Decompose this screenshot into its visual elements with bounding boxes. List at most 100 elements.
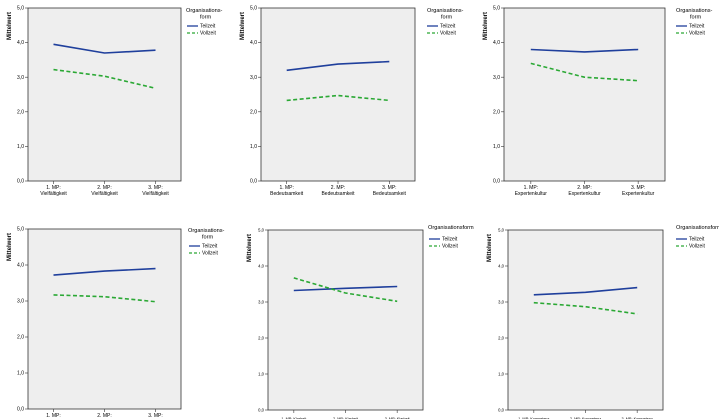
series-line-teilzeit — [53, 267, 156, 276]
x-tick-label: 3. MP:Soziale Einbindung — [134, 413, 177, 419]
y-tick-label: 1,0 — [17, 371, 24, 377]
y-tick-label: 2,0 — [250, 109, 257, 115]
y-axis-label: Mittelwert — [483, 12, 489, 40]
chart-5: 0,0 1,0 2,0 3,0 4,0 5,0 Mittelwert 1. MP: Klarh… — [247, 225, 474, 419]
y-tick-label: 2,0 — [493, 109, 500, 115]
legend-title: Organisations-form — [676, 8, 713, 21]
series-line-teilzeit — [286, 60, 390, 72]
legend-entry-teilzeit: Teilzeit — [202, 244, 218, 250]
legend-title: Organisations-form — [427, 8, 464, 21]
y-tick-label: 0,0 — [498, 408, 504, 413]
y-tick-label: 5,0 — [17, 6, 24, 12]
x-tick-label: 3. MP: Vielfältigkeit — [142, 185, 169, 197]
legend-title: Organisationsform — [676, 225, 719, 231]
legend-entry-vollzeit: Vollzeit — [202, 251, 218, 257]
y-tick-label: 1,0 — [498, 372, 504, 377]
plot-area — [27, 7, 182, 182]
x-tick-label: 2. MP: Bedeutsamkeit — [321, 185, 355, 197]
y-tick-label: 2,0 — [258, 336, 264, 341]
y-axis-label: Mittelwert — [7, 233, 13, 261]
y-axis-label: Mittelwert — [240, 12, 246, 40]
y-tick-label: 2,0 — [498, 336, 504, 341]
series-line-teilzeit — [533, 286, 638, 296]
plot-area — [507, 229, 664, 411]
x-tick-label: 2. MP: Klarheit — [333, 417, 359, 419]
x-tick-label: 2. MP: Kompetenz — [570, 417, 601, 419]
y-tick-label: 1,0 — [493, 144, 500, 150]
plot-area — [267, 229, 424, 411]
y-tick-label: 5,0 — [493, 6, 500, 12]
series-line-vollzeit — [53, 68, 156, 90]
x-tick-label: 3. MP: Klarheit — [385, 417, 411, 419]
legend-entry-vollzeit: Vollzeit — [689, 244, 705, 250]
x-tick-label: 2. MP: Vielfältigkeit — [91, 185, 118, 197]
y-tick-label: 4,0 — [250, 40, 257, 46]
legend-entry-vollzeit: Vollzeit — [200, 31, 216, 37]
y-axis-label: Mittelwert — [247, 234, 253, 262]
legend-entry-teilzeit: Teilzeit — [440, 24, 456, 30]
x-tick-label: 3. MP: Bedeutsamkeit — [373, 185, 407, 197]
y-tick-label: 3,0 — [250, 75, 257, 81]
y-tick-label: 0,0 — [493, 179, 500, 185]
legend-title: Organisations-form — [188, 228, 225, 241]
legend-entry-teilzeit: Teilzeit — [689, 237, 705, 243]
y-tick-label: 2,0 — [17, 335, 24, 341]
plot-area — [27, 228, 182, 410]
plot-area — [260, 7, 416, 182]
y-tick-label: 4,0 — [17, 263, 24, 269]
x-tick-label: 3. MP: Expertenkultur — [622, 185, 655, 197]
x-tick-label: 1. MP: Kompetenz — [518, 417, 549, 419]
legend-title: Organisations-form — [186, 8, 223, 21]
y-tick-label: 4,0 — [258, 264, 264, 269]
y-tick-label: 4,0 — [17, 40, 24, 46]
chart-1: 0,0 1,0 2,0 3,0 4,0 5,0 Mittelwert 1. MP: Vielfä… — [7, 6, 223, 197]
y-tick-label: 0,0 — [250, 179, 257, 185]
chart-3: 0,0 1,0 2,0 3,0 4,0 5,0 Mittelwert 1. MP: Expert… — [483, 6, 713, 197]
y-tick-label: 2,0 — [17, 109, 24, 115]
y-tick-label: 1,0 — [250, 144, 257, 150]
y-tick-label: 5,0 — [250, 6, 257, 12]
y-axis-label: Mittelwert — [487, 234, 493, 262]
chart-6: 0,0 1,0 2,0 3,0 4,0 5,0 Mittelwert 1. MP: Kompe… — [487, 225, 719, 419]
y-tick-label: 3,0 — [17, 299, 24, 305]
chart-2: 0,0 1,0 2,0 3,0 4,0 5,0 Mittelwert 1. MP: Bedeut… — [240, 6, 464, 197]
series-line-vollzeit — [530, 62, 639, 82]
x-tick-label: 1. MP: Bedeutsamkeit — [270, 185, 304, 197]
legend-entry-vollzeit: Vollzeit — [442, 244, 458, 250]
y-tick-label: 4,0 — [498, 264, 504, 269]
y-tick-label: 5,0 — [498, 228, 504, 233]
x-tick-label: 3. MP: Kompetenz — [622, 417, 653, 419]
series-line-vollzeit — [533, 301, 638, 315]
series-line-vollzeit — [53, 294, 156, 303]
series-line-vollzeit — [286, 94, 390, 102]
x-tick-label: 1. MP: Vielfältigkeit — [40, 185, 67, 197]
y-axis-label: Mittelwert — [7, 12, 13, 40]
y-tick-label: 3,0 — [493, 75, 500, 81]
y-tick-label: 3,0 — [498, 300, 504, 305]
series-line-teilzeit — [293, 285, 398, 292]
plot-area — [503, 7, 666, 182]
x-tick-label: 2. MP:Soziale Einbindung — [83, 413, 126, 419]
series-line-teilzeit — [53, 43, 156, 54]
y-tick-label: 1,0 — [17, 144, 24, 150]
y-tick-label: 5,0 — [258, 228, 264, 233]
y-tick-label: 0,0 — [17, 179, 24, 185]
x-tick-label: 2. MP: Expertenkultur — [568, 185, 601, 197]
legend-entry-teilzeit: Teilzeit — [689, 24, 705, 30]
legend-title: Organisationsform — [428, 225, 474, 231]
x-tick-label: 1. MP:Soziale Einbindung — [32, 413, 75, 419]
series-line-teilzeit — [530, 48, 639, 53]
y-tick-label: 4,0 — [493, 40, 500, 46]
chart-4: 0,0 1,0 2,0 3,0 4,0 5,0 Mittelwert 1. MP:Sozial… — [7, 227, 225, 419]
y-tick-label: 0,0 — [17, 407, 24, 413]
legend-entry-teilzeit: Teilzeit — [200, 24, 216, 30]
legend-entry-teilzeit: Teilzeit — [442, 237, 458, 243]
y-tick-label: 3,0 — [17, 75, 24, 81]
x-tick-label: 1. MP: Expertenkultur — [515, 185, 548, 197]
